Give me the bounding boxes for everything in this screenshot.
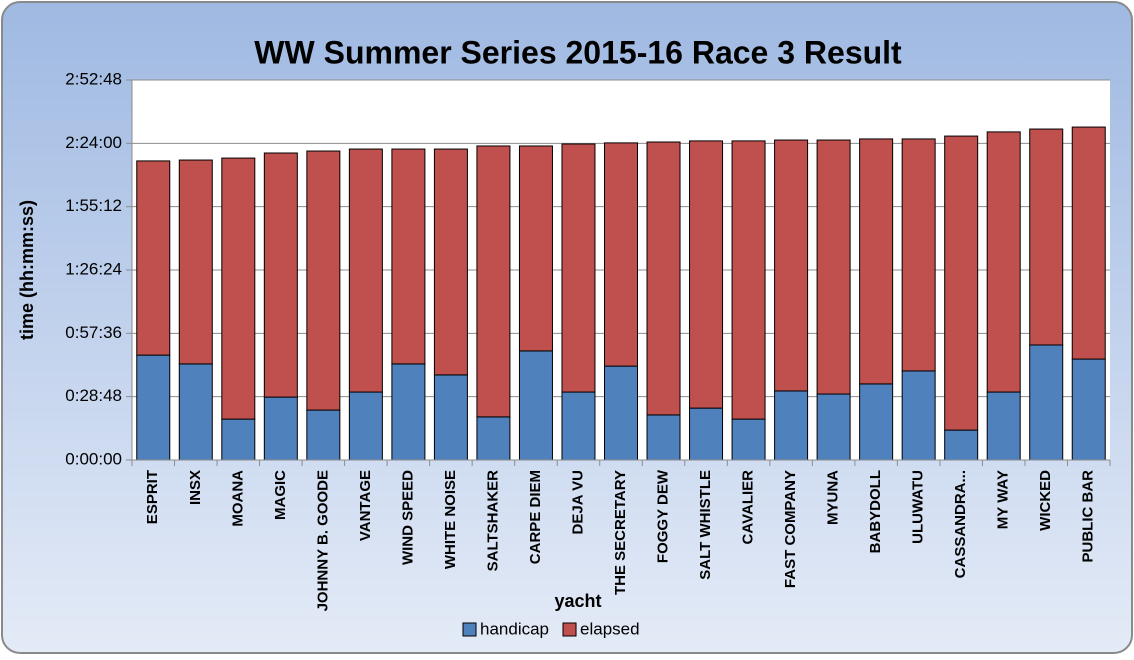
x-tick-label: FOGGY DEW xyxy=(654,469,671,563)
x-tick-label: SALT WHISTLE xyxy=(697,470,714,580)
bar-segment xyxy=(306,409,341,461)
y-tick-label: 1:55:12 xyxy=(65,196,122,215)
x-tick-label: WIND SPEED xyxy=(399,470,416,565)
x-tick-label: SALTSHAKER xyxy=(484,470,501,572)
bar-segment xyxy=(433,374,468,461)
bar-segment xyxy=(1071,126,1106,360)
x-tick-label: CAVALIER xyxy=(740,470,757,545)
bar-segment xyxy=(901,370,936,461)
bar-segment xyxy=(178,363,213,461)
bar-segment xyxy=(646,141,681,416)
bar-segment xyxy=(944,135,979,431)
bar-segment xyxy=(1071,358,1106,461)
bar-segment xyxy=(561,391,596,461)
bar-segment xyxy=(476,145,511,418)
bar-segment xyxy=(944,429,979,461)
x-tick-label: THE SECRETARY xyxy=(612,470,629,595)
x-tick-label: INSX xyxy=(187,470,204,505)
x-tick-label: ULUWATU xyxy=(910,470,927,544)
bar-segment xyxy=(689,140,724,409)
x-axis-label: yacht xyxy=(554,591,601,611)
legend-swatch xyxy=(562,622,577,637)
y-tick-label: 2:52:48 xyxy=(65,69,122,88)
bar-segment xyxy=(689,407,724,461)
x-tick-label: WICKED xyxy=(1037,470,1054,531)
x-tick-label: CASSANDRA... xyxy=(952,470,969,578)
bar-segment xyxy=(136,354,171,461)
bar-segment xyxy=(391,148,426,365)
bar-segment xyxy=(263,396,298,461)
bar-segment xyxy=(476,416,511,461)
bar-segment xyxy=(816,393,851,461)
bar-segment xyxy=(774,139,809,392)
bar-segment xyxy=(986,131,1021,393)
bar-segment xyxy=(859,383,894,461)
x-tick-label: FAST COMPANY xyxy=(782,470,799,588)
bar-segment xyxy=(263,152,298,398)
y-tick-label: 0:00:00 xyxy=(65,449,122,468)
x-tick-label: BABYDOLL xyxy=(867,470,884,553)
x-tick-label: ESPRIT xyxy=(144,470,161,524)
bar-segment xyxy=(859,138,894,385)
bar-segment xyxy=(604,142,638,367)
bar-segment xyxy=(348,148,383,393)
x-tick-label: MY WAY xyxy=(995,470,1012,529)
y-tick-label: 0:28:48 xyxy=(65,386,122,405)
legend-label: handicap xyxy=(480,619,549,638)
bar-segment xyxy=(986,391,1021,461)
bar-segment xyxy=(348,391,383,461)
x-tick-label: WHITE NOISE xyxy=(442,470,459,569)
x-tick-label: PUBLIC BAR xyxy=(1080,470,1097,563)
bar-segment xyxy=(221,418,256,461)
x-tick-label: MOANA xyxy=(229,470,246,527)
chart-title: WW Summer Series 2015-16 Race 3 Result xyxy=(254,34,902,70)
x-tick-label: MYUNA xyxy=(825,470,842,525)
bar-segment xyxy=(136,160,171,356)
bar-segment xyxy=(1029,344,1064,461)
x-tick-label: VANTAGE xyxy=(357,470,374,541)
bar-segment xyxy=(561,143,596,393)
legend-label: elapsed xyxy=(580,619,640,638)
bar-segment xyxy=(731,140,766,420)
bar-segment xyxy=(731,418,766,461)
bar-segment xyxy=(774,390,809,461)
bar-segment xyxy=(816,139,851,395)
bar-segment xyxy=(178,159,213,365)
bar-segment xyxy=(518,145,553,352)
y-tick-label: 1:26:24 xyxy=(65,259,122,278)
bar-segment xyxy=(221,157,256,420)
x-tick-label: MAGIC xyxy=(272,470,289,520)
y-axis-label: time (hh:mm:ss) xyxy=(17,200,37,340)
y-tick-label: 2:24:00 xyxy=(65,133,122,152)
x-tick-label: JOHNNY B. GOODE xyxy=(314,470,331,611)
x-tick-label: DEJA VU xyxy=(569,470,586,534)
bar-segment xyxy=(391,363,426,461)
bar-segment xyxy=(1029,128,1064,346)
x-tick-label: CARPE DIEM xyxy=(527,470,544,564)
bar-segment xyxy=(604,365,638,461)
bar-segment xyxy=(901,138,936,372)
bar-segment xyxy=(433,148,468,376)
legend-swatch xyxy=(462,622,477,637)
bar-segment xyxy=(646,414,681,461)
bar-segment xyxy=(306,150,341,411)
y-tick-label: 0:57:36 xyxy=(65,323,122,342)
bar-segment xyxy=(518,350,553,461)
